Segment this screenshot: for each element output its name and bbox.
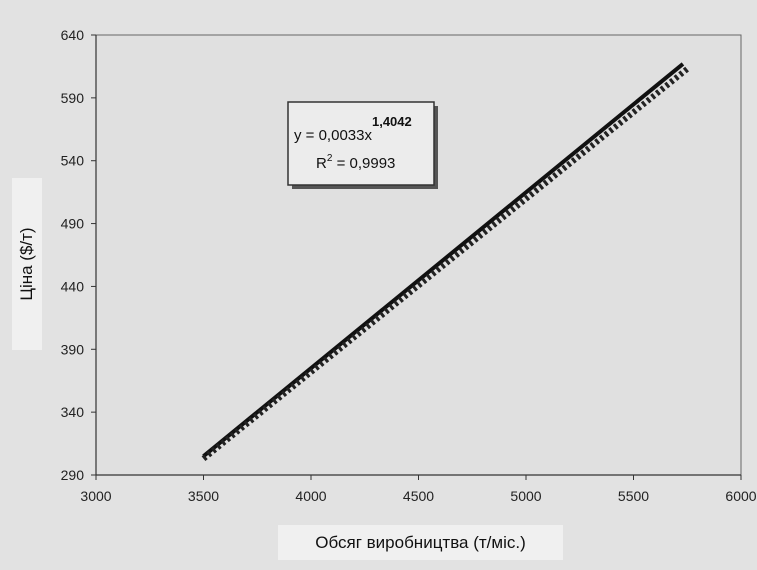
trendline: [201, 66, 690, 461]
y-tick-label: 640: [61, 27, 85, 43]
r-squared-text: R2 = 0,9993: [316, 153, 395, 172]
y-tick-label: 340: [61, 404, 85, 420]
x-tick-label: 3500: [188, 488, 219, 504]
y-tick-group: 640 590 540 490 440 390 340 290: [61, 27, 96, 483]
x-tick-label: 5500: [618, 488, 649, 504]
y-tick-label: 590: [61, 90, 85, 106]
x-tick-label: 3000: [80, 488, 111, 504]
x-tick-label: 6000: [725, 488, 756, 504]
y-tick-label: 290: [61, 467, 85, 483]
y-axis-label: Ціна ($/т): [17, 227, 36, 301]
y-tick-label: 440: [61, 278, 85, 294]
r-squared-value: = 0,9993: [332, 155, 395, 172]
r-squared-prefix: R: [316, 155, 327, 172]
x-axis-label: Обсяг виробництва (т/міс.): [315, 532, 526, 552]
series-group: [201, 62, 690, 461]
plot-frame: [95, 34, 742, 476]
equation-box-frame: [287, 101, 435, 186]
y-axis-label-box: [12, 178, 42, 350]
equation-prefix: y = 0,0033x: [294, 127, 372, 144]
x-tick-label: 4500: [403, 488, 434, 504]
equation-text: y = 0,0033x1,4042: [294, 114, 412, 144]
y-tick-label: 490: [61, 216, 85, 232]
x-tick-group: 3000 3500 4000 4500 5000 5500 6000: [80, 475, 757, 504]
x-axis-label-box: Обсяг виробництва (т/міс.): [278, 525, 563, 560]
y-tick-label: 390: [61, 341, 85, 357]
x-tick-label: 5000: [510, 488, 541, 504]
r-squared-sup: 2: [327, 153, 333, 164]
equation-box: y = 0,0033x1,4042 R2 = 0,9993: [287, 101, 438, 189]
equation-exponent: 1,4042: [372, 114, 412, 129]
x-tick-label: 4000: [295, 488, 326, 504]
y-tick-label: 540: [61, 153, 85, 169]
